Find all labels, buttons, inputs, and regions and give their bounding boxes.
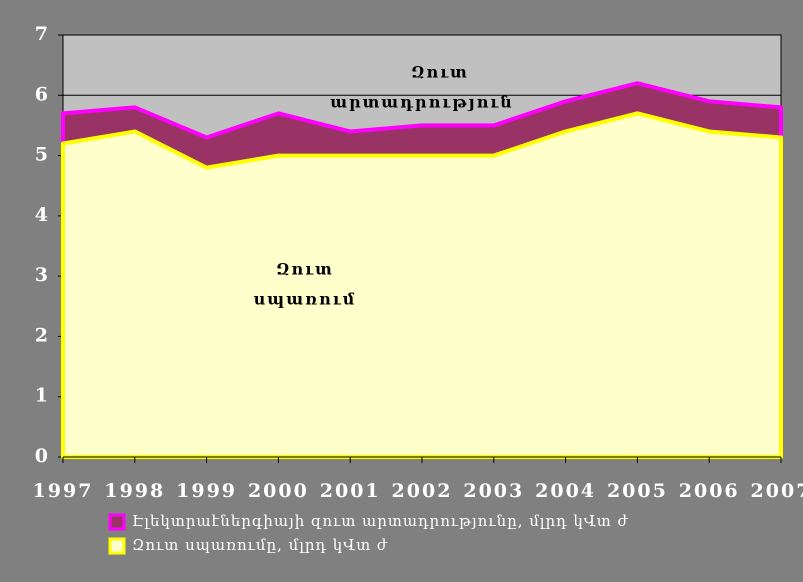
x-tick-label: 1997 (33, 480, 94, 502)
legend-swatch (108, 513, 126, 531)
x-tick-label: 1999 (176, 480, 237, 502)
x-tick-label: 2001 (320, 480, 381, 502)
legend-label: Զուտ սպառումը, մլրդ կՎտ ժ (132, 536, 388, 554)
x-tick-label: 2004 (535, 480, 596, 502)
x-tick-label: 2007 (751, 480, 803, 502)
area (61, 111, 783, 459)
y-tick-label: 1 (35, 385, 50, 407)
x-tick-label: 2003 (463, 480, 524, 502)
legend-label: Էլեկտրաէներգիայի զուտ արտադրությունը, մլ… (132, 512, 629, 530)
annotation: արտադրություն (330, 93, 514, 112)
y-tick-label: 5 (35, 144, 50, 166)
annotation: սպառում (254, 290, 357, 309)
y-tick-label: 2 (35, 324, 50, 346)
y-tick-label: 4 (35, 204, 50, 226)
annotation: Զուտ (276, 260, 333, 279)
x-tick-label: 2002 (392, 480, 453, 502)
legend-swatch (108, 537, 126, 555)
x-tick-label: 2005 (607, 480, 668, 502)
y-tick-label: 0 (35, 445, 50, 467)
y-tick-label: 6 (35, 83, 50, 105)
x-tick-label: 2006 (679, 480, 740, 502)
y-tick-label: 3 (35, 264, 50, 286)
y-tick-label: 7 (35, 23, 50, 45)
x-tick-label: 2000 (248, 480, 309, 502)
x-tick-label: 1998 (104, 480, 165, 502)
annotation: Զուտ (411, 63, 468, 82)
